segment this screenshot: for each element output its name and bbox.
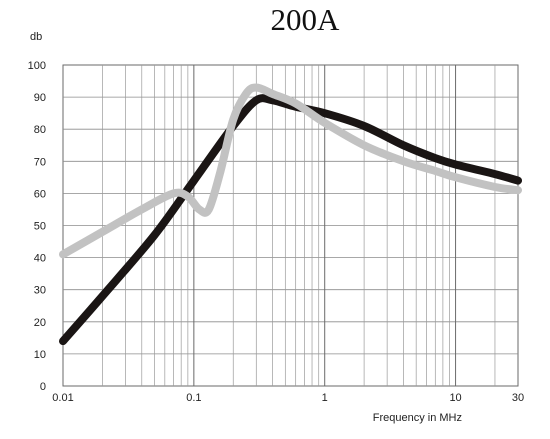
y-tick-label: 0 bbox=[40, 381, 46, 393]
y-tick-label: 100 bbox=[28, 60, 46, 72]
y-tick-label: 80 bbox=[34, 124, 46, 136]
x-tick-label: 1 bbox=[322, 392, 328, 404]
series-line-2 bbox=[59, 83, 522, 259]
chart-title: 200A bbox=[271, 2, 341, 37]
x-tick-label: 30 bbox=[512, 392, 524, 404]
y-tick-labels: 0 10 20 30 40 50 60 70 80 90 100 bbox=[28, 60, 46, 393]
series-layer bbox=[59, 83, 522, 346]
y-axis-label: db bbox=[30, 31, 42, 43]
x-tick-label: 10 bbox=[449, 392, 461, 404]
y-tick-label: 50 bbox=[34, 221, 46, 233]
y-tick-label: 10 bbox=[34, 349, 46, 361]
x-axis-label: Frequency in MHz bbox=[373, 412, 462, 424]
x-tick-label: 0.01 bbox=[52, 392, 73, 404]
plot-grid bbox=[62, 64, 519, 387]
y-tick-label: 70 bbox=[34, 156, 46, 168]
y-tick-label: 30 bbox=[34, 285, 46, 297]
y-tick-label: 20 bbox=[34, 317, 46, 329]
y-tick-label: 90 bbox=[34, 92, 46, 104]
x-tick-labels: 0.01 0.1 1 10 30 bbox=[52, 392, 524, 404]
y-tick-label: 60 bbox=[34, 188, 46, 200]
y-tick-label: 40 bbox=[34, 253, 46, 265]
x-tick-label: 0.1 bbox=[186, 392, 201, 404]
